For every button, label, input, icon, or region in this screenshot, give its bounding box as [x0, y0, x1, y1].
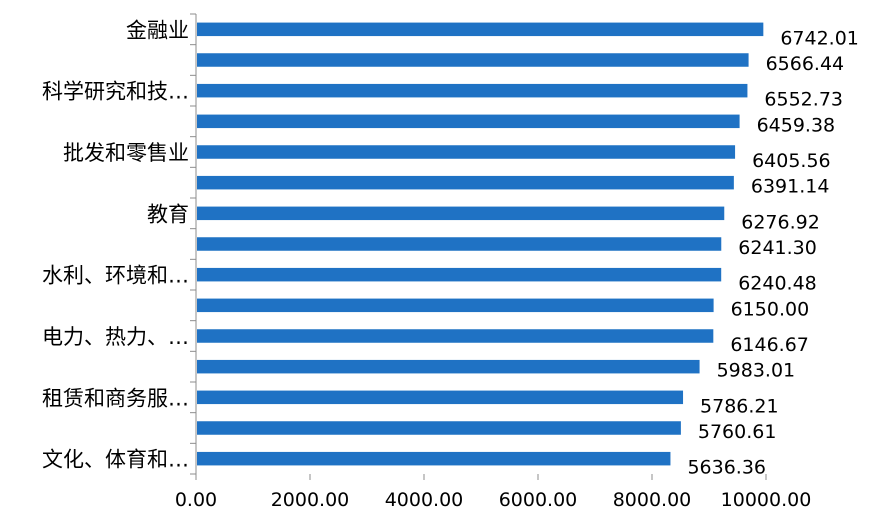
bar-2: [197, 83, 748, 98]
data-label-13: 5760.61: [698, 421, 777, 443]
data-label-2: 6552.73: [764, 89, 843, 111]
bar-10: [197, 329, 714, 343]
bar-0: [197, 22, 764, 37]
bar-5: [197, 175, 734, 190]
bar-1: [197, 53, 749, 67]
data-label-9: 6150.00: [731, 298, 810, 320]
x-tick-label-1: 2000.00: [271, 489, 350, 511]
category-label-12: 租赁和商务服…: [42, 386, 189, 410]
data-label-4: 6405.56: [752, 150, 831, 172]
data-label-5: 6391.14: [751, 176, 830, 198]
x-tick-label-5: 10000.00: [721, 489, 812, 511]
bar-7: [197, 237, 722, 251]
data-label-6: 6276.92: [741, 211, 820, 233]
data-label-11: 5983.01: [717, 360, 796, 382]
data-label-8: 6240.48: [738, 273, 817, 295]
category-label-0: 金融业: [126, 18, 189, 42]
data-label-14: 5636.36: [687, 457, 766, 479]
x-tick-label-2: 4000.00: [385, 489, 464, 511]
bar-13: [197, 421, 681, 435]
bar-4: [197, 145, 736, 159]
category-label-2: 科学研究和技…: [42, 80, 189, 104]
data-label-12: 5786.21: [700, 395, 779, 417]
category-label-14: 文化、体育和…: [42, 448, 189, 472]
data-label-3: 6459.38: [757, 114, 836, 136]
bar-9: [197, 298, 714, 313]
data-label-7: 6241.30: [738, 237, 817, 259]
bars-layer: [197, 22, 764, 466]
bar-11: [197, 359, 700, 374]
data-label-10: 6146.67: [730, 334, 809, 356]
category-label-4: 批发和零售业: [63, 141, 189, 165]
bar-6: [197, 206, 725, 221]
category-label-8: 水利、环境和…: [42, 264, 189, 288]
bar-12: [197, 390, 684, 405]
bar-14: [197, 451, 671, 466]
bar-3: [197, 114, 740, 129]
x-tick-label-3: 6000.00: [499, 489, 578, 511]
labels-layer: 6742.01 6566.44 6552.73 6459.38 6405.56 6391.…: [687, 27, 858, 478]
data-label-0: 6742.01: [780, 27, 859, 49]
category-label-6: 教育: [147, 202, 189, 226]
data-label-1: 6566.44: [766, 53, 845, 75]
x-tick-label-0: 0.00: [175, 489, 217, 511]
x-tick-label-4: 8000.00: [613, 489, 692, 511]
bar-8: [197, 267, 722, 282]
category-label-10: 电力、热力、…: [42, 325, 189, 349]
